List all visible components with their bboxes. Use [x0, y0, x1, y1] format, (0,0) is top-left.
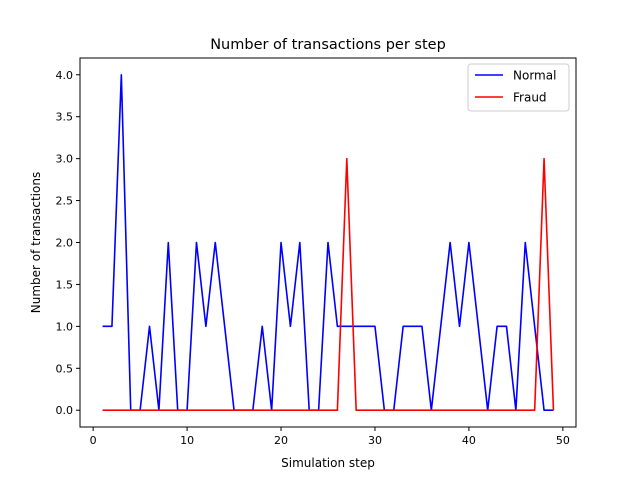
x-tick-label: 0 [90, 434, 97, 447]
y-axis-label: Number of transactions [29, 172, 43, 313]
y-tick-label: 4.0 [56, 69, 74, 82]
x-axis-label: Simulation step [281, 456, 375, 470]
y-axis: 0.0 0.5 1.0 1.5 2.0 2.5 3.0 3.5 4.0 [56, 69, 80, 417]
y-tick-label: 3.5 [56, 111, 74, 124]
y-tick-label: 0.0 [56, 404, 74, 417]
y-tick-label: 1.5 [56, 278, 74, 291]
series-layer [102, 73, 555, 412]
x-tick-label: 30 [368, 434, 382, 447]
y-tick-label: 1.0 [56, 320, 74, 333]
y-tick-label: 0.5 [56, 362, 74, 375]
y-tick-label: 3.0 [56, 153, 74, 166]
x-tick-label: 10 [180, 434, 194, 447]
x-tick-label: 40 [462, 434, 476, 447]
x-tick-label: 20 [274, 434, 288, 447]
legend-label-normal: Normal [513, 69, 556, 83]
x-tick-label: 50 [556, 434, 570, 447]
series-line-fraud [102, 157, 555, 412]
y-tick-label: 2.5 [56, 195, 74, 208]
chart-title: Number of transactions per step [210, 37, 446, 53]
x-axis: 0 10 20 30 40 50 [90, 427, 570, 447]
legend-label-fraud: Fraud [513, 91, 547, 105]
legend: Normal Fraud [467, 63, 570, 112]
y-tick-label: 2.0 [56, 237, 74, 250]
